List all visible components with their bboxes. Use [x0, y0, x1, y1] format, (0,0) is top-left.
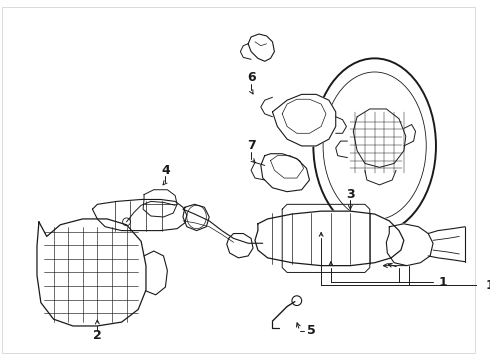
- Polygon shape: [143, 190, 177, 217]
- Polygon shape: [255, 211, 404, 266]
- Text: 3: 3: [346, 188, 355, 201]
- Text: 1: 1: [485, 279, 490, 292]
- Polygon shape: [386, 224, 433, 266]
- Text: 6: 6: [247, 71, 255, 84]
- Text: 7: 7: [246, 139, 255, 152]
- Text: 4: 4: [161, 164, 170, 177]
- Polygon shape: [261, 154, 310, 192]
- Polygon shape: [37, 219, 146, 326]
- Text: 1: 1: [439, 276, 447, 289]
- Polygon shape: [93, 199, 187, 231]
- Polygon shape: [272, 94, 336, 146]
- Text: 2: 2: [93, 329, 102, 342]
- Text: 5: 5: [307, 324, 316, 337]
